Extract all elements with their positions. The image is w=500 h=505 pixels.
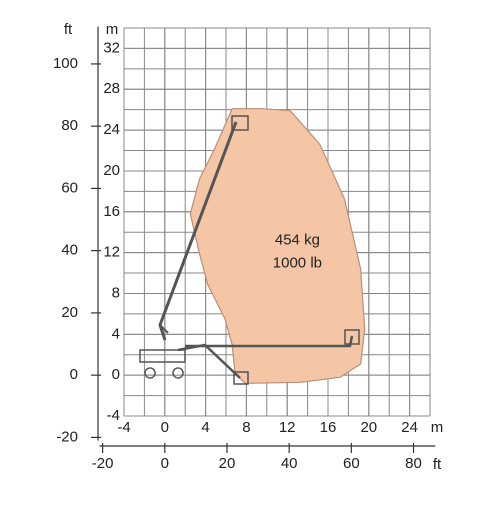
machine bbox=[231, 115, 249, 131]
x2-tick-label: 0 bbox=[161, 455, 169, 472]
y2-tick-label: 60 bbox=[61, 179, 78, 196]
x2-tick-label: 40 bbox=[281, 455, 298, 472]
machine bbox=[177, 343, 241, 379]
work-envelope bbox=[189, 108, 366, 384]
y-tick-label: 4 bbox=[112, 325, 120, 342]
y-tick-label: 24 bbox=[103, 121, 120, 138]
y-tick-label: 20 bbox=[103, 162, 120, 179]
x-tick-label: 24 bbox=[401, 419, 418, 436]
y-tick-label: 32 bbox=[103, 39, 120, 56]
x-unit: m bbox=[431, 419, 444, 436]
y2-unit: ft bbox=[64, 21, 73, 38]
y-tick-label: 28 bbox=[103, 80, 120, 97]
y-tick-label: 8 bbox=[112, 284, 120, 301]
x2-tick-label: 80 bbox=[405, 455, 422, 472]
x-tick-label: 16 bbox=[320, 419, 337, 436]
y2-tick-label: 80 bbox=[61, 117, 78, 134]
y2-tick-label: 100 bbox=[53, 55, 78, 72]
y-unit: m bbox=[106, 21, 119, 38]
x2-unit: ft bbox=[433, 456, 442, 473]
x-tick-label: 0 bbox=[161, 419, 169, 436]
annotation: 1000 lb bbox=[273, 254, 322, 271]
x-tick-label: 20 bbox=[360, 419, 377, 436]
machine bbox=[144, 367, 184, 379]
x-tick-label: 12 bbox=[279, 419, 296, 436]
y2-tick-label: 40 bbox=[61, 242, 78, 259]
machine bbox=[344, 329, 360, 345]
x2-tick-label: -20 bbox=[92, 455, 114, 472]
x2-tick-label: 20 bbox=[219, 455, 236, 472]
y-tick-label: 16 bbox=[103, 203, 120, 220]
x-tick-label: 4 bbox=[201, 419, 209, 436]
machine bbox=[185, 335, 354, 348]
y-tick-label: 0 bbox=[112, 366, 120, 383]
machine bbox=[139, 349, 186, 363]
machine bbox=[233, 371, 249, 385]
y2-tick-label: -20 bbox=[56, 428, 78, 445]
x-tick-label: 8 bbox=[242, 419, 250, 436]
y2-tick-label: 0 bbox=[70, 366, 78, 383]
y-tick-label: 12 bbox=[103, 244, 120, 261]
y2-tick-label: 20 bbox=[61, 304, 78, 321]
x-tick-label: -4 bbox=[117, 419, 130, 436]
machine bbox=[159, 324, 169, 334]
x2-tick-label: 60 bbox=[343, 455, 360, 472]
annotation: 454 kg bbox=[275, 231, 320, 248]
y-tick-label: -4 bbox=[107, 407, 120, 424]
